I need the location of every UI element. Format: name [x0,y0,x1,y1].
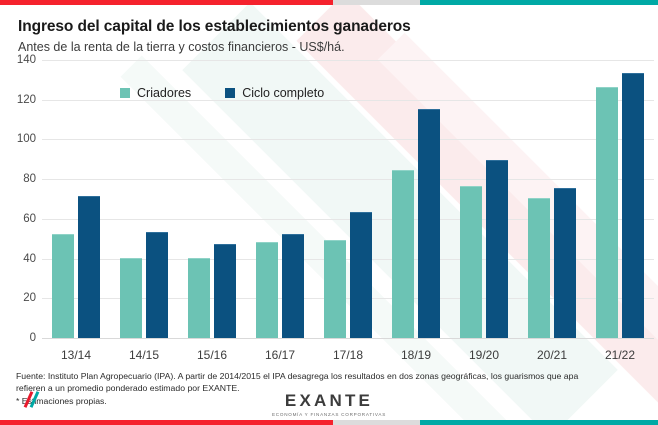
brand-bar-red-segment [0,0,333,5]
chart-heading: Ingreso del capital de los establecimien… [18,18,411,54]
y-axis-tick-label: 140 [16,54,36,66]
bar-group [42,60,110,338]
y-axis-tick-label: 0 [29,332,36,344]
bars-layer [42,60,654,338]
bar-completo[interactable] [486,160,508,338]
bar-completo[interactable] [350,211,372,338]
logo-tagline: ECONOMÍA Y FINANZAS CORPORATIVAS [271,412,387,417]
brand-bar-red-segment-bottom [0,420,333,425]
bar-completo[interactable] [146,231,168,338]
bar-group [110,60,178,338]
footnote-line-1: Fuente: Instituto Plan Agropecuario (IPA… [16,371,579,381]
bar-criadores[interactable] [188,257,210,338]
bar-group [450,60,518,338]
brand-bar-gray-segment [333,0,420,5]
logo-wordmark: EXANTE [284,391,374,410]
x-axis-tick-label: 20/21 [536,348,568,362]
bottom-brand-bar [0,420,658,425]
x-axis-tick-label: 19/20 [468,348,500,362]
top-brand-bar [0,0,658,5]
bar-criadores[interactable] [460,186,482,338]
y-axis-tick-label: 80 [23,173,36,186]
x-axis-tick-label: 17/18 [332,348,364,362]
legend-item-2[interactable]: Ciclo completo [225,86,324,100]
bar-group [314,60,382,338]
legend-label: Criadores [137,86,192,100]
y-axis-tick-label: 120 [16,93,36,106]
bar-completo[interactable] [282,233,304,338]
bar-group [586,60,654,338]
bar-criadores[interactable] [528,198,550,338]
legend-item-1[interactable]: Criadores [120,86,191,100]
footnote-line-3: * Estimaciones propias. [16,395,107,406]
legend-label: Ciclo completo [242,86,325,100]
chart-legend: Criadores Ciclo completo [120,86,324,100]
bar-group [518,60,586,338]
bar-criadores[interactable] [324,239,346,338]
exante-logo: EXANTE ECONOMÍA Y FINANZAS CORPORATIVAS [0,391,658,417]
brand-bar-teal-segment-bottom [420,420,658,425]
bar-criadores[interactable] [596,86,618,338]
bar-criadores[interactable] [256,241,278,338]
bar-group [178,60,246,338]
bar-completo[interactable] [214,243,236,338]
x-axis-tick-label: 15/16 [196,348,228,362]
brand-bar-gray-segment-bottom [333,420,420,425]
brand-bar-teal-segment [420,0,658,5]
y-axis-tick-label: 60 [23,212,36,225]
x-axis-tick-label: 14/15 [128,348,160,362]
x-axis-tick-label: 13/14 [60,348,92,362]
bar-completo[interactable] [418,108,440,338]
chart-plot-area: 0 20 40 60 80 100 120 140 Criadores Ciclo comple… [0,54,658,360]
bar-group [382,60,450,338]
y-axis: 0 20 40 60 80 100 120 140 [0,54,40,360]
legend-swatch-icon [120,88,130,98]
x-axis-tick-label: 16/17 [264,348,296,362]
chart-subtitle: Antes de la renta de la tierra y costos … [18,40,345,54]
legend-swatch-icon [225,88,236,98]
x-axis-tick-label: 21/22 [604,348,636,362]
bar-completo[interactable] [622,72,644,338]
y-axis-tick-label: 100 [16,133,36,146]
axis-baseline [42,338,654,339]
y-axis-tick-label: 40 [23,252,36,265]
bar-completo[interactable] [78,196,100,338]
chart-title: Ingreso del capital de los establecimien… [18,18,411,35]
bar-group [246,60,314,338]
bar-criadores[interactable] [392,170,414,338]
y-axis-tick-label: 20 [23,292,36,305]
bar-criadores[interactable] [120,257,142,338]
bar-criadores[interactable] [52,233,74,338]
x-axis-tick-label: 18/19 [400,348,432,362]
x-axis: 13/14 14/15 15/16 16/17 17/18 18/19 19/20 20/21… [42,348,654,368]
bar-completo[interactable] [554,188,576,338]
